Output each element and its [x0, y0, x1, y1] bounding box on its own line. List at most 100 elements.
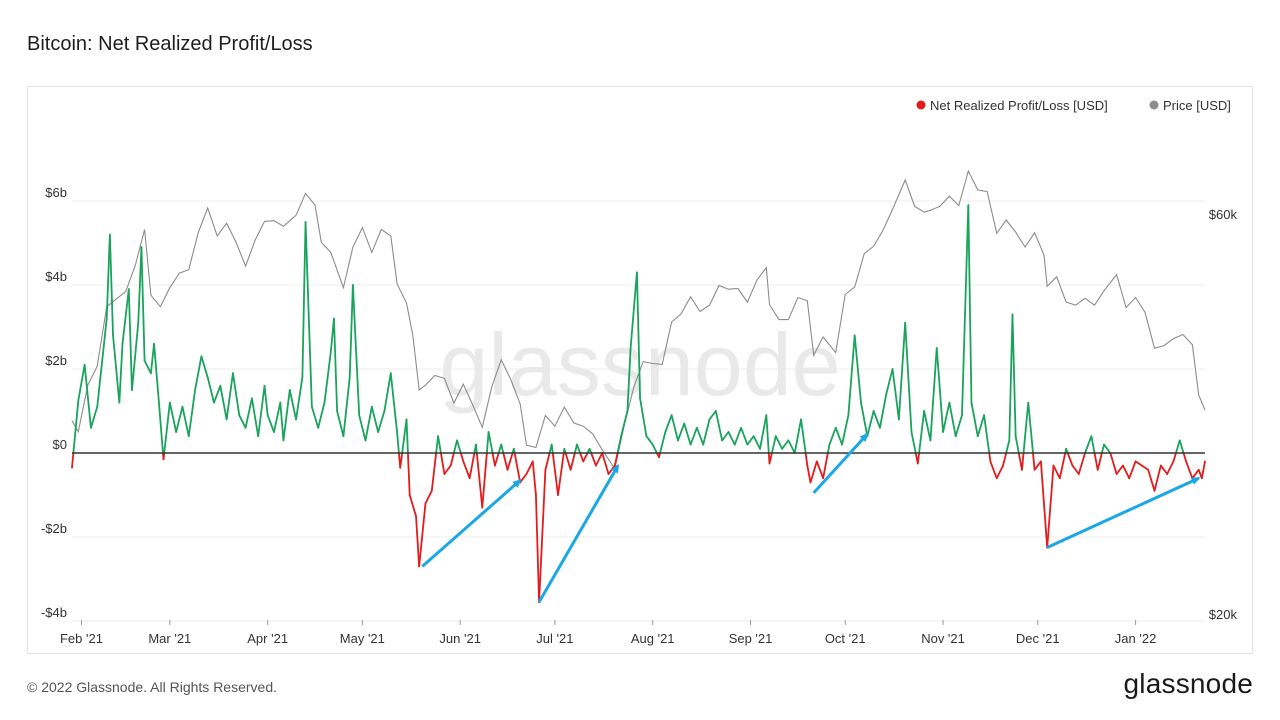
npl-segment	[389, 372, 398, 433]
npl-segment	[405, 418, 409, 454]
npl-segment	[1005, 439, 1011, 454]
npl-segment	[462, 460, 471, 480]
x-axis: Feb '21 Mar '21 Apr '21 May '21 Jun '21 Jul '…	[60, 620, 1156, 646]
annotation-arrow	[812, 432, 869, 494]
glassnode-logo[interactable]: glassnode	[1123, 668, 1253, 699]
npl-segment	[651, 443, 658, 454]
x-tick-label: May '21	[340, 631, 385, 646]
npl-segment	[131, 321, 140, 391]
npl-segment	[1115, 464, 1124, 475]
npl-segment	[664, 414, 673, 433]
npl-segment	[781, 439, 790, 450]
npl-segment	[550, 443, 554, 454]
npl-segment	[430, 452, 438, 492]
npl-segment	[181, 405, 190, 438]
copyright-footer: © 2022 Glassnode. All Rights Reserved.	[27, 679, 278, 695]
price-series	[71, 169, 1206, 471]
npl-segment	[232, 372, 241, 417]
npl-segment	[800, 418, 807, 454]
x-tick-label: Mar '21	[148, 631, 191, 646]
npl-segment	[988, 452, 992, 463]
npl-segment	[399, 452, 404, 469]
npl-segment	[891, 368, 900, 421]
legend[interactable]: Net Realized Profit/Loss [USD] Price [USD…	[916, 98, 1231, 113]
npl-segment	[910, 431, 917, 454]
npl-segment	[475, 452, 484, 509]
legend-label: Net Realized Profit/Loss [USD]	[930, 98, 1108, 113]
npl-segment	[636, 271, 641, 400]
npl-segment	[310, 405, 320, 429]
npl-segment	[1066, 452, 1074, 467]
npl-segment	[348, 284, 354, 379]
npl-segment	[168, 401, 178, 433]
npl-segment	[225, 372, 234, 421]
npl-segment	[304, 221, 313, 408]
npl-segment	[544, 452, 551, 471]
npl-segment	[564, 452, 572, 471]
npl-segment	[156, 380, 164, 454]
x-tick-label: Nov '21	[921, 631, 965, 646]
npl-segment	[383, 372, 392, 412]
npl-segment	[333, 317, 339, 412]
npl-segment	[263, 384, 269, 417]
x-tick-label: Apr '21	[247, 631, 288, 646]
npl-segment	[538, 468, 547, 603]
npl-segment	[721, 431, 730, 442]
npl-segment	[295, 376, 304, 421]
npl-segment	[815, 460, 825, 480]
npl-segment	[127, 288, 133, 391]
npl-segment	[826, 443, 831, 454]
npl-segment	[866, 410, 875, 438]
npl-segment	[175, 405, 184, 433]
npl-segment	[118, 342, 124, 404]
npl-segment	[437, 435, 442, 454]
npl-segment	[765, 414, 770, 454]
npl-segment	[923, 410, 932, 442]
npl-segment	[569, 452, 576, 471]
npl-segment	[942, 401, 951, 433]
npl-segment	[407, 452, 411, 496]
price-line	[71, 169, 1206, 471]
npl-segment	[1021, 452, 1025, 471]
npl-segment	[1033, 460, 1042, 471]
npl-segment	[918, 410, 926, 454]
npl-segment	[1077, 452, 1086, 475]
npl-segment	[590, 452, 597, 467]
npl-segment	[1103, 443, 1112, 454]
legend-label: Price [USD]	[1163, 98, 1231, 113]
npl-segment	[1046, 464, 1055, 549]
npl-segment	[629, 271, 638, 349]
npl-segment	[513, 452, 522, 484]
npl-segment	[885, 368, 894, 396]
x-tick-label: Feb '21	[60, 631, 103, 646]
npl-segment	[989, 460, 998, 480]
npl-segment	[929, 347, 938, 442]
npl-segment	[834, 426, 843, 446]
npl-segment	[995, 464, 1004, 480]
npl-segment	[1090, 435, 1096, 454]
npl-segment	[961, 204, 970, 417]
x-tick-label: Jul '21	[536, 631, 573, 646]
annotation-arrows	[421, 432, 1201, 603]
legend-marker	[916, 100, 926, 110]
x-tick-label: Oct '21	[825, 631, 866, 646]
npl-segment	[500, 443, 505, 454]
npl-segment	[415, 515, 421, 568]
npl-segment	[768, 452, 773, 465]
npl-segment	[121, 288, 130, 345]
npl-segment	[752, 435, 761, 450]
x-tick-label: Dec '21	[1016, 631, 1060, 646]
npl-segment	[616, 435, 623, 454]
npl-segment	[452, 439, 458, 454]
npl-segment	[746, 435, 755, 446]
npl-segment	[579, 452, 585, 463]
npl-segment	[639, 397, 648, 438]
npl-segment	[1109, 452, 1118, 475]
npl-segment	[841, 414, 850, 446]
npl-segment	[645, 435, 654, 446]
npl-segment	[323, 351, 332, 404]
npl-segment	[358, 414, 367, 442]
npl-segment	[879, 393, 888, 429]
npl-segment	[250, 397, 260, 438]
npl-segment	[551, 452, 559, 496]
